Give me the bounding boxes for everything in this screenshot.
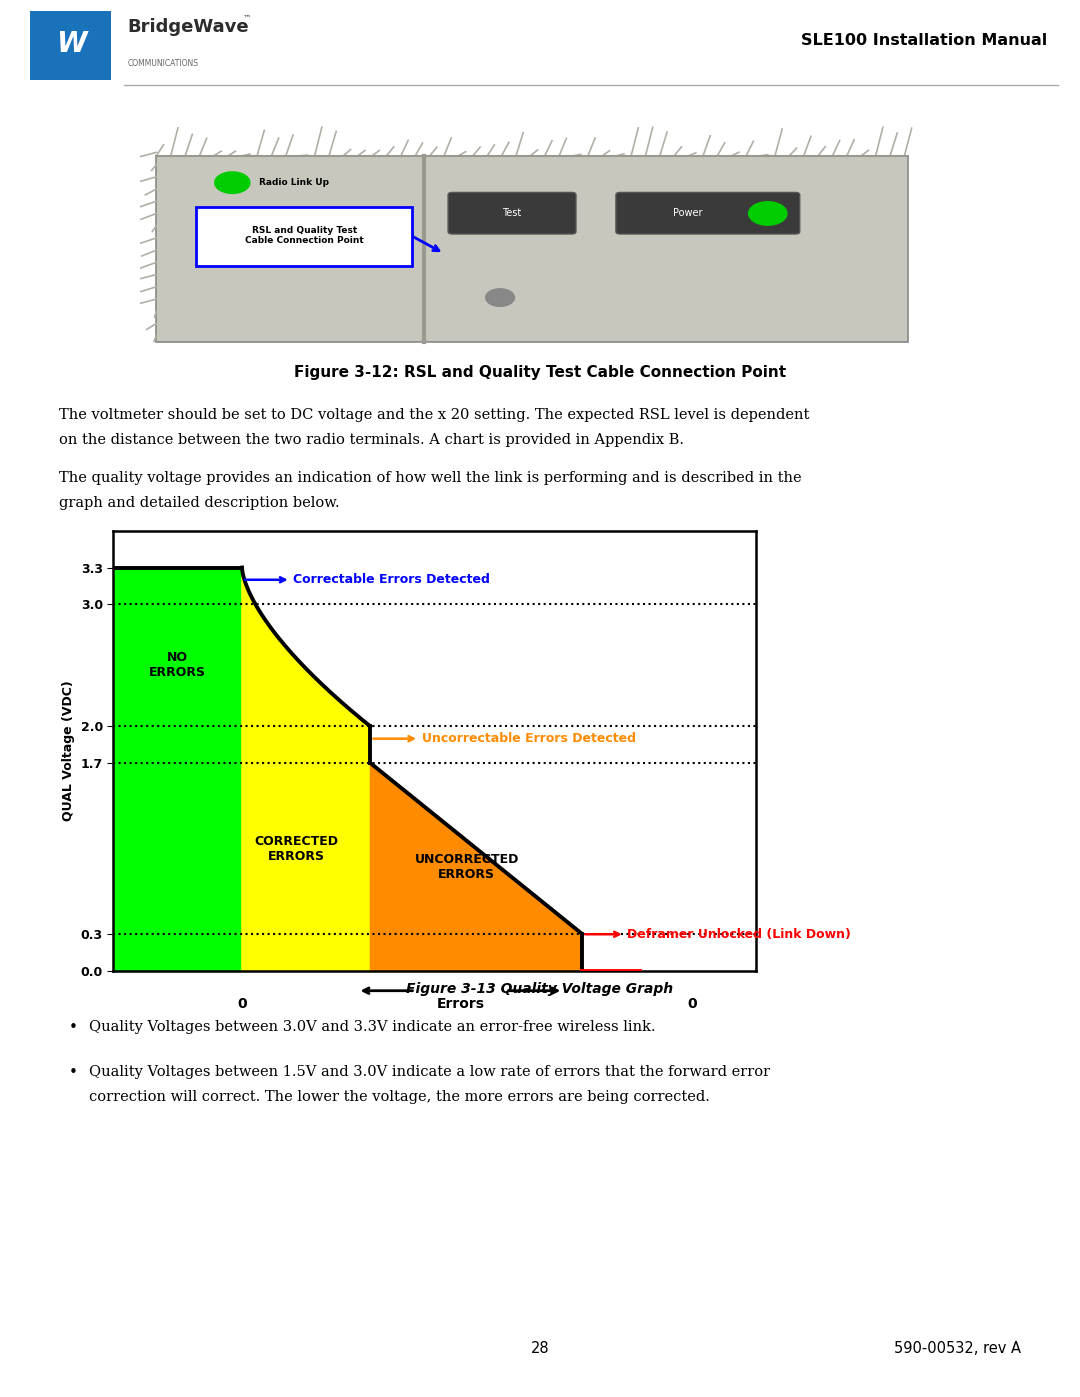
- Text: graph and detailed description below.: graph and detailed description below.: [59, 496, 340, 510]
- Text: Quality Voltages between 3.0V and 3.3V indicate an error-free wireless link.: Quality Voltages between 3.0V and 3.3V i…: [89, 1020, 656, 1034]
- Text: Correctable Errors Detected: Correctable Errors Detected: [245, 573, 490, 587]
- FancyBboxPatch shape: [157, 156, 907, 341]
- Circle shape: [748, 201, 787, 225]
- Y-axis label: QUAL Voltage (VDC): QUAL Voltage (VDC): [63, 680, 76, 821]
- Text: 28: 28: [530, 1341, 550, 1355]
- Polygon shape: [370, 763, 582, 971]
- Circle shape: [215, 172, 249, 193]
- Text: The voltmeter should be set to DC voltage and the x 20 setting. The expected RSL: The voltmeter should be set to DC voltag…: [59, 408, 810, 422]
- Text: on the distance between the two radio terminals. A chart is provided in Appendix: on the distance between the two radio te…: [59, 433, 685, 447]
- FancyBboxPatch shape: [197, 207, 413, 265]
- Text: Errors: Errors: [436, 997, 485, 1011]
- Text: W: W: [56, 29, 86, 57]
- Text: BridgeWave: BridgeWave: [127, 18, 249, 36]
- Text: 0: 0: [238, 997, 246, 1011]
- Text: 590-00532, rev A: 590-00532, rev A: [893, 1341, 1021, 1355]
- Text: Radio Link Up: Radio Link Up: [259, 179, 328, 187]
- FancyBboxPatch shape: [448, 193, 576, 233]
- Polygon shape: [242, 567, 370, 971]
- Text: •: •: [69, 1020, 78, 1035]
- Text: SLE100 Installation Manual: SLE100 Installation Manual: [801, 34, 1048, 49]
- Text: NO
ERRORS: NO ERRORS: [149, 651, 206, 679]
- Text: Figure 3-13 Quality Voltage Graph: Figure 3-13 Quality Voltage Graph: [406, 982, 674, 996]
- Text: CORRECTED
ERRORS: CORRECTED ERRORS: [255, 834, 338, 863]
- Text: •: •: [69, 1065, 78, 1080]
- Circle shape: [486, 289, 514, 306]
- Text: COMMUNICATIONS: COMMUNICATIONS: [127, 59, 199, 68]
- Text: The quality voltage provides an indication of how well the link is performing an: The quality voltage provides an indicati…: [59, 471, 802, 485]
- Text: Quality Voltages between 1.5V and 3.0V indicate a low rate of errors that the fo: Quality Voltages between 1.5V and 3.0V i…: [89, 1065, 770, 1078]
- Text: Figure 3-12: RSL and Quality Test Cable Connection Point: Figure 3-12: RSL and Quality Test Cable …: [294, 366, 786, 380]
- Polygon shape: [113, 567, 242, 971]
- Text: Uncorrectable Errors Detected: Uncorrectable Errors Detected: [374, 732, 636, 745]
- Text: Test: Test: [502, 208, 522, 218]
- FancyBboxPatch shape: [616, 193, 800, 233]
- FancyBboxPatch shape: [30, 11, 111, 80]
- Text: Power: Power: [673, 208, 703, 218]
- Text: 0: 0: [687, 997, 697, 1011]
- Text: ™: ™: [243, 14, 252, 22]
- Text: correction will correct. The lower the voltage, the more errors are being correc: correction will correct. The lower the v…: [89, 1090, 710, 1104]
- Text: RSL and Quality Test
Cable Connection Point: RSL and Quality Test Cable Connection Po…: [245, 226, 364, 244]
- Text: Deframer Unlocked (Link Down): Deframer Unlocked (Link Down): [585, 928, 851, 940]
- Text: UNCORRECTED
ERRORS: UNCORRECTED ERRORS: [415, 854, 519, 882]
